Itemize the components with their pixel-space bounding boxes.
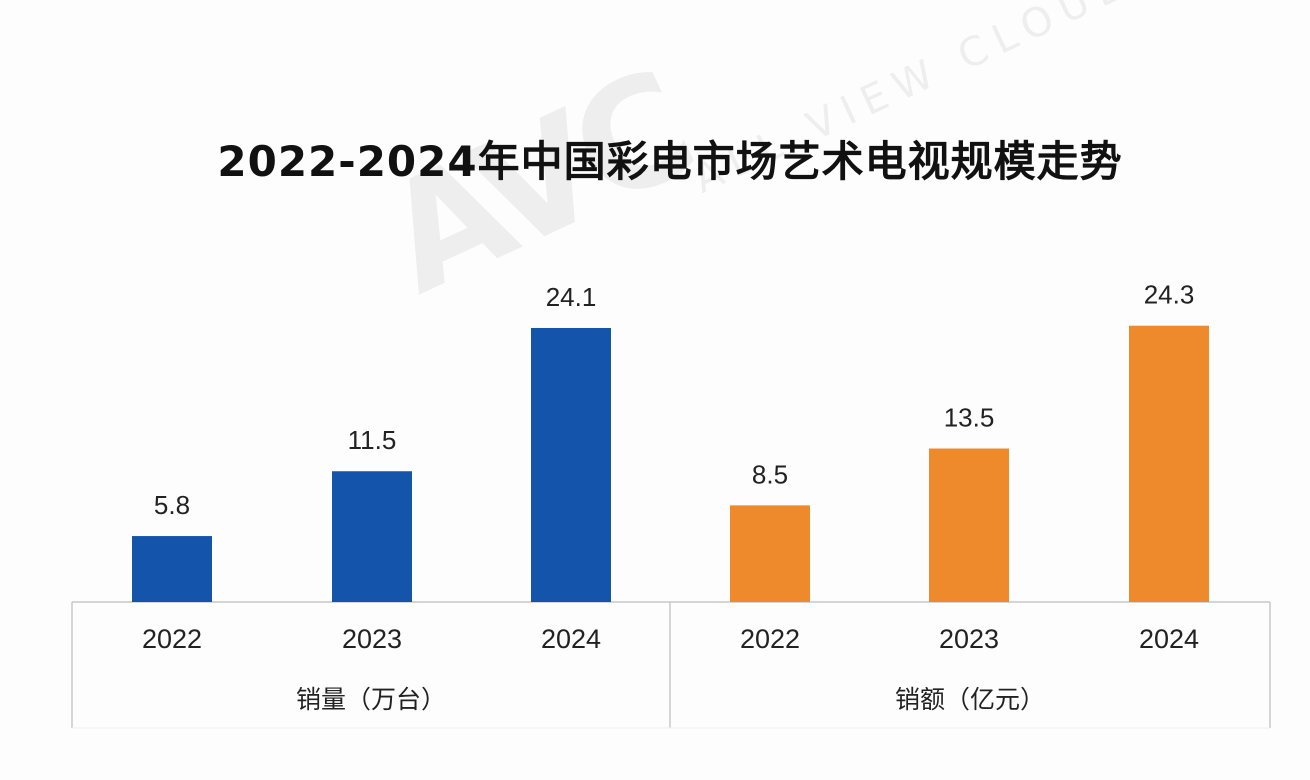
bar-volume-2023 [332, 471, 412, 602]
data-label: 13.5 [944, 403, 995, 433]
data-label: 11.5 [348, 425, 397, 455]
x-tick-label: 2023 [939, 624, 999, 654]
bar-revenue-2022 [730, 505, 810, 602]
bar-volume-2024 [531, 327, 611, 602]
data-label: 5.8 [154, 490, 190, 520]
chart-title: 2022-2024年中国彩电市场艺术电视规模走势 [217, 137, 1123, 186]
x-tick-label: 2023 [342, 624, 402, 654]
data-label: 8.5 [752, 459, 788, 489]
bar-revenue-2023 [929, 448, 1009, 602]
bar-volume-2022 [132, 536, 212, 602]
x-tick-label: 2024 [541, 624, 601, 654]
bar-revenue-2024 [1129, 325, 1209, 602]
data-label: 24.3 [1144, 280, 1195, 310]
x-tick-label: 2024 [1139, 624, 1199, 654]
x-tick-label: 2022 [142, 624, 202, 654]
x-axis-group-label: 销额（亿元） [895, 685, 1045, 714]
data-label: 24.1 [546, 282, 597, 312]
x-tick-label: 2022 [740, 624, 800, 654]
x-axis-group-label: 销量（万台） [296, 685, 446, 714]
